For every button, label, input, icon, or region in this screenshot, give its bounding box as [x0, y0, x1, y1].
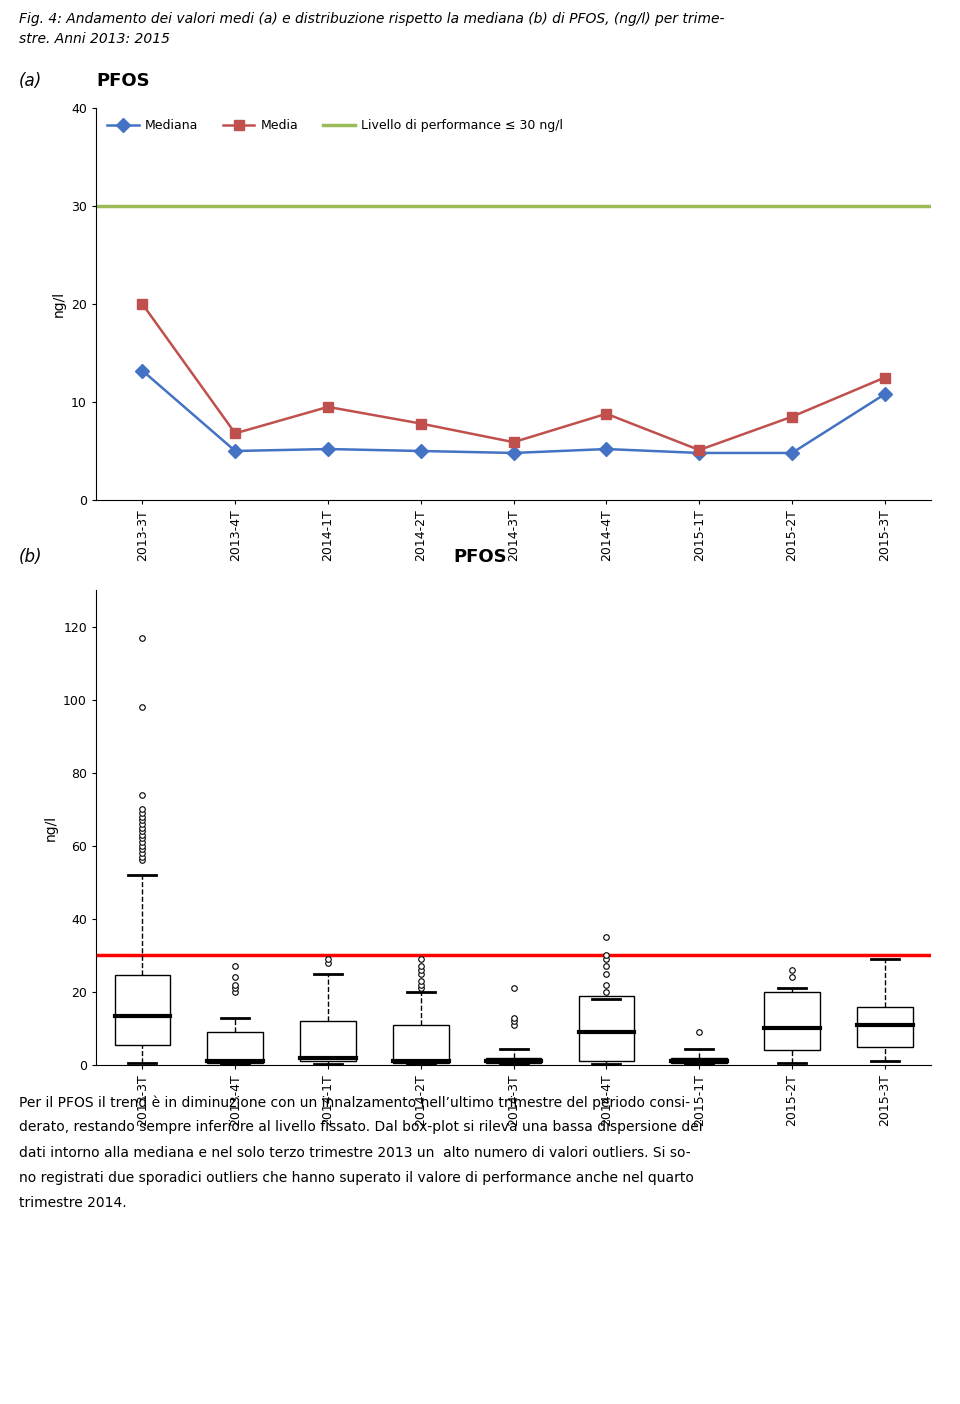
Text: PFOS: PFOS [96, 72, 150, 90]
Bar [393, 1025, 448, 1063]
Text: stre. Anni 2013: 2015: stre. Anni 2013: 2015 [19, 32, 170, 46]
Text: dati intorno alla mediana e nel solo terzo trimestre 2013 un  alto numero di val: dati intorno alla mediana e nel solo ter… [19, 1146, 691, 1160]
Livello di performance ≤ 30 ng/l [229, 198, 241, 215]
Text: PFOS: PFOS [453, 548, 507, 566]
Bar [671, 1057, 727, 1063]
Bar [300, 1021, 356, 1061]
Line: Media: Media [137, 299, 890, 455]
Legend: Mediana, Media, Livello di performance ≤ 30 ng/l: Mediana, Media, Livello di performance ≤… [103, 114, 568, 138]
Bar [857, 1007, 913, 1047]
Y-axis label: ng/l: ng/l [52, 291, 65, 317]
Y-axis label: ng/l: ng/l [43, 814, 58, 841]
Media [786, 409, 798, 425]
Bar [207, 1032, 263, 1063]
Bar [486, 1057, 541, 1063]
Mediana [136, 362, 148, 379]
Livello di performance ≤ 30 ng/l [136, 198, 148, 215]
Bar [114, 976, 170, 1045]
Mediana [415, 442, 426, 459]
Text: Per il PFOS il trend è in diminuzione con un innalzamento nell’ultimo trimestre : Per il PFOS il trend è in diminuzione co… [19, 1095, 690, 1109]
Text: (a): (a) [19, 72, 42, 90]
Text: no registrati due sporadici outliers che hanno superato il valore di performance: no registrati due sporadici outliers che… [19, 1171, 694, 1185]
Media [693, 442, 705, 459]
Line: Mediana: Mediana [137, 366, 890, 458]
Media [415, 416, 426, 432]
Mediana [508, 445, 519, 462]
Media [229, 425, 241, 442]
Text: trimestre 2014.: trimestre 2014. [19, 1196, 127, 1210]
Text: (b): (b) [19, 548, 42, 566]
Media [879, 369, 891, 386]
Text: Fig. 4: Andamento dei valori medi (a) e distribuzione rispetto la mediana (b) di: Fig. 4: Andamento dei valori medi (a) e … [19, 13, 725, 27]
Mediana [323, 441, 334, 458]
Media [508, 434, 519, 451]
Mediana [879, 386, 891, 403]
Text: derato, restando sempre inferiore al livello fissato. Dal box-plot si rileva una: derato, restando sempre inferiore al liv… [19, 1120, 703, 1134]
Media [601, 406, 612, 423]
Bar [579, 995, 635, 1061]
Mediana [693, 445, 705, 462]
Mediana [786, 445, 798, 462]
Mediana [601, 441, 612, 458]
Mediana [229, 442, 241, 459]
Media [323, 399, 334, 416]
Media [136, 296, 148, 313]
Bar [764, 991, 820, 1050]
